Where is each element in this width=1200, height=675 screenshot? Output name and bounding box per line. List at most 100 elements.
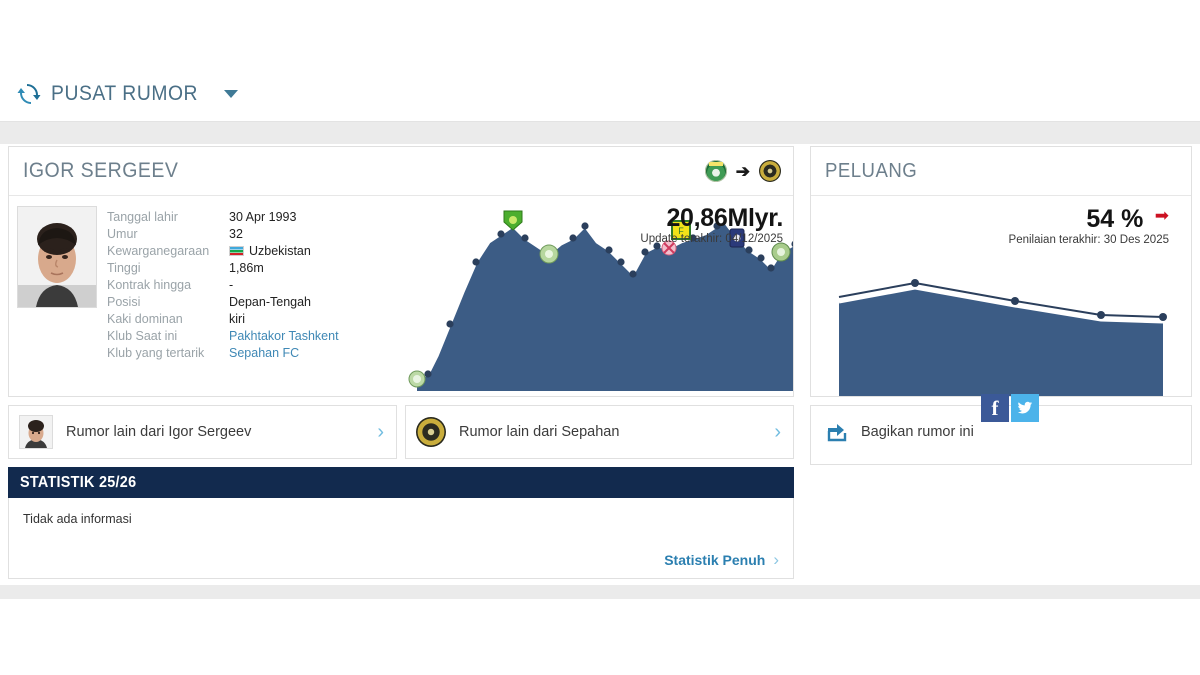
club-badge-green <box>408 370 426 388</box>
info-row-value: 1,86m <box>229 260 264 275</box>
rumor-link-club-label: Rumor lain dari Sepahan <box>459 424 620 440</box>
info-row-label: Umur <box>107 226 138 241</box>
table-row: Posisi Depan-Tengah <box>107 293 339 310</box>
info-row-value: - <box>229 277 234 292</box>
twitter-icon[interactable] <box>1011 394 1039 422</box>
info-row-label: Klub yang tertarik <box>107 345 205 360</box>
info-table: Tanggal lahir 30 Apr 1993 Umur 32 Kewarganeg… <box>107 208 339 361</box>
info-row-label: Kaki dominan <box>107 311 183 326</box>
rumor-links-row: Rumor lain dari Igor Sergeev › Rumor lai… <box>8 405 794 459</box>
chevron-down-icon[interactable] <box>223 89 238 98</box>
table-row: Klub yang tertarik Sepahan FC <box>107 344 339 361</box>
peluang-body: 54 % ➡ Penilaian terakhir: 30 Des 2025 <box>811 196 1191 396</box>
info-row-label: Tanggal lahir <box>107 209 178 224</box>
bottom-grey-band <box>0 585 1200 599</box>
facebook-icon[interactable]: f <box>981 394 1009 422</box>
left-column: IGOR SERGEEV ➔ <box>8 146 794 579</box>
market-value-updated: Update terakhir: 04/12/2025 <box>640 233 783 245</box>
market-value-line <box>416 220 793 381</box>
rumor-center-label: PUSAT RUMOR <box>51 81 199 105</box>
share-row[interactable]: Bagikan rumor ini <box>827 422 974 442</box>
table-row: Klub Saat ini Pakhtakor Tashkent <box>107 327 339 344</box>
rumor-link-player[interactable]: Rumor lain dari Igor Sergeev › <box>8 405 397 459</box>
facebook-glyph: f <box>991 395 999 420</box>
peluang-header: PELUANG <box>811 147 1191 196</box>
statistik-body: Tidak ada informasi Statistik Penuh › <box>8 498 794 579</box>
peluang-value-block: 54 % ➡ Penilaian terakhir: 30 Des 2025 <box>1009 206 1169 246</box>
share-card: Bagikan rumor ini f <box>810 394 1192 465</box>
table-row: Kontrak hingga - <box>107 276 339 293</box>
right-column: PELUANG 54 % ➡ Penilaian terakhir: 30 De… <box>810 146 1192 465</box>
info-row-link[interactable]: Pakhtakor Tashkent <box>229 328 339 343</box>
peluang-percent: 54 % <box>1086 205 1144 233</box>
chevron-right-icon: › <box>773 550 779 569</box>
table-row: Kewarganegaraan Uzbekistan <box>107 242 339 259</box>
statistik-header: STATISTIK 25/26 <box>8 467 794 498</box>
table-row: Tinggi 1,86m <box>107 259 339 276</box>
sepahan-badge-icon <box>416 417 446 447</box>
table-row: Kaki dominan kiri <box>107 310 339 327</box>
info-row-value: kiri <box>229 311 245 326</box>
info-row-label: Klub Saat ini <box>107 328 178 343</box>
table-row: Tanggal lahir 30 Apr 1993 <box>107 208 339 225</box>
statistik-title: STATISTIK 25/26 <box>20 473 137 491</box>
arrow-right-icon: ➔ <box>735 161 750 181</box>
info-row-value: Depan-Tengah <box>229 294 312 309</box>
rumor-link-player-label: Rumor lain dari Igor Sergeev <box>66 424 252 440</box>
peluang-card: PELUANG 54 % ➡ Penilaian terakhir: 30 De… <box>810 146 1192 397</box>
page-title: IGOR SERGEEV <box>23 159 179 182</box>
player-thumb-icon <box>19 415 53 449</box>
market-value-area <box>417 222 793 391</box>
market-value-points <box>424 222 793 378</box>
info-row-value[interactable]: Sepahan FC <box>229 344 339 361</box>
peluang-line <box>838 286 1164 324</box>
top-white-band <box>0 0 1200 66</box>
player-info-table: Tanggal lahir 30 Apr 1993 Umur 32 Kewarganeg… <box>107 196 407 396</box>
info-row-value: Uzbekistan <box>229 242 339 259</box>
share-icon <box>827 422 851 442</box>
flag-uzbekistan-icon <box>229 245 244 256</box>
pakhtakor-badge-icon[interactable] <box>704 160 727 182</box>
refresh-icon <box>16 81 42 107</box>
peluang-updated: Penilaian terakhir: 30 Des 2025 <box>1008 234 1169 246</box>
player-card-body: F <box>9 196 793 396</box>
club-badge-green <box>539 244 559 264</box>
social-buttons: f <box>981 394 1039 422</box>
player-card-header: IGOR SERGEEV ➔ <box>9 147 793 196</box>
rumor-center-bar[interactable]: PUSAT RUMOR <box>0 66 1200 122</box>
share-label: Bagikan rumor ini <box>861 424 974 440</box>
statistik-full-label: Statistik Penuh <box>664 551 766 568</box>
info-table-body: Tanggal lahir 30 Apr 1993 Umur 32 Kewarganeg… <box>107 208 339 361</box>
avatar[interactable] <box>17 206 97 308</box>
info-row-label: Tinggi <box>107 260 141 275</box>
info-row-value[interactable]: Pakhtakor Tashkent <box>229 327 339 344</box>
club-badge-shield-green <box>503 210 523 231</box>
transfer-indicator: ➔ <box>704 160 781 182</box>
peluang-points <box>911 279 1167 321</box>
player-photo-wrap <box>9 196 107 396</box>
peluang-title: PELUANG <box>825 159 918 182</box>
chevron-right-icon: › <box>377 421 384 443</box>
statistik-empty-text: Tidak ada informasi <box>23 512 132 526</box>
club-badge-green <box>771 242 791 262</box>
info-row-link[interactable]: Sepahan FC <box>229 345 300 360</box>
info-row-label: Posisi <box>107 294 141 309</box>
player-photo <box>18 207 96 307</box>
peluang-area <box>839 288 1163 396</box>
market-value: 20,86Mlyr. <box>666 204 783 232</box>
chevron-right-icon: › <box>774 421 781 443</box>
statistik-full-link[interactable]: Statistik Penuh › <box>664 551 779 568</box>
grey-separator-band <box>0 122 1200 144</box>
info-row-value: 30 Apr 1993 <box>229 209 297 224</box>
arrow-down-right-icon: ➡ <box>1154 206 1169 225</box>
market-value-block: 20,86Mlyr. Update terakhir: 04/12/2025 <box>640 204 783 246</box>
player-card: IGOR SERGEEV ➔ <box>8 146 794 397</box>
rumor-link-club[interactable]: Rumor lain dari Sepahan › <box>405 405 794 459</box>
info-row-value: 32 <box>229 226 243 241</box>
info-row-label: Kewarganegaraan <box>107 243 210 258</box>
peluang-chart <box>838 279 1167 396</box>
info-row-label: Kontrak hingga <box>107 277 192 292</box>
sepahan-badge-icon[interactable] <box>759 160 781 182</box>
table-row: Umur 32 <box>107 225 339 242</box>
